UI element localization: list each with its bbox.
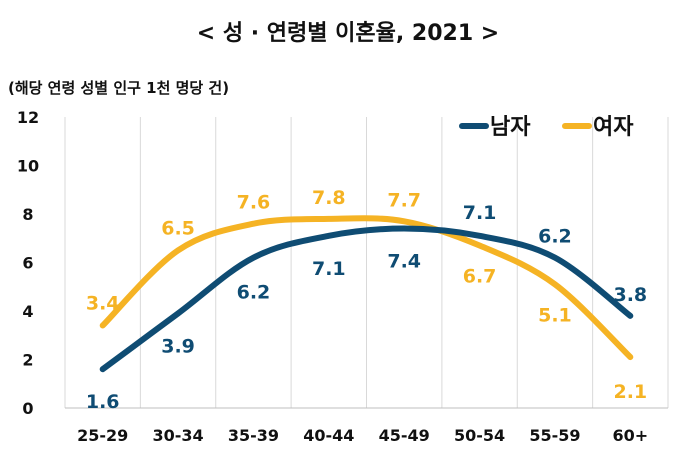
y-tick-label: 0 [22, 399, 33, 418]
y-tick-label: 2 [22, 351, 33, 370]
male-data-label: 3.9 [161, 335, 195, 357]
axis-layer: 0 2 4 6 8 10 12 25-29 30-34 35-39 40-44 45-49 50-54 5… [17, 108, 668, 445]
y-tick-label: 12 [17, 108, 39, 127]
x-tick-label: 60+ [612, 426, 648, 445]
x-tick-label: 40-44 [303, 426, 354, 445]
female-data-label: 7.8 [312, 187, 346, 209]
female-data-label: 6.7 [463, 266, 497, 288]
y-tick-label: 4 [22, 302, 33, 321]
chart-title: < 성 · 연령별 이혼율, 2021 > [197, 21, 499, 46]
y-tick-label: 10 [17, 157, 39, 176]
male-data-label: 7.4 [387, 251, 421, 273]
data-label-layer: 1.6 3.9 6.2 7.1 7.4 7.1 6.2 3.8 3.4 6.5 7.6 7.8 7.7 6… [86, 187, 647, 413]
grid-layer [64, 117, 669, 408]
male-data-label: 6.2 [237, 282, 271, 304]
legend: 남자 여자 [459, 115, 634, 140]
x-tick-label: 30-34 [152, 426, 203, 445]
x-tick-label: 50-54 [454, 426, 505, 445]
legend-male-label: 남자 [490, 115, 531, 140]
male-data-label: 1.6 [86, 391, 120, 413]
x-tick-label: 25-29 [77, 426, 128, 445]
male-series-line [99, 225, 634, 373]
x-tick-label: 35-39 [228, 426, 279, 445]
female-data-label: 5.1 [538, 304, 572, 326]
y-tick-label: 6 [22, 254, 33, 273]
y-tick-label: 8 [22, 205, 33, 224]
legend-female-label: 여자 [593, 115, 634, 140]
male-data-label: 6.2 [538, 226, 572, 248]
male-data-label: 3.8 [613, 284, 647, 306]
female-series-line [99, 215, 634, 361]
series-layer [99, 215, 634, 373]
female-data-label: 7.6 [237, 192, 271, 214]
male-data-label: 7.1 [312, 258, 346, 280]
female-data-label: 3.4 [86, 293, 120, 315]
female-data-label: 6.5 [161, 217, 195, 239]
x-tick-label: 45-49 [379, 426, 430, 445]
male-data-label: 7.1 [463, 202, 497, 224]
unit-label: (해당 연령 성별 인구 1천 명당 건) [8, 79, 229, 97]
female-data-label: 2.1 [613, 381, 647, 403]
female-data-label: 7.7 [387, 189, 421, 211]
x-tick-label: 55-59 [529, 426, 580, 445]
